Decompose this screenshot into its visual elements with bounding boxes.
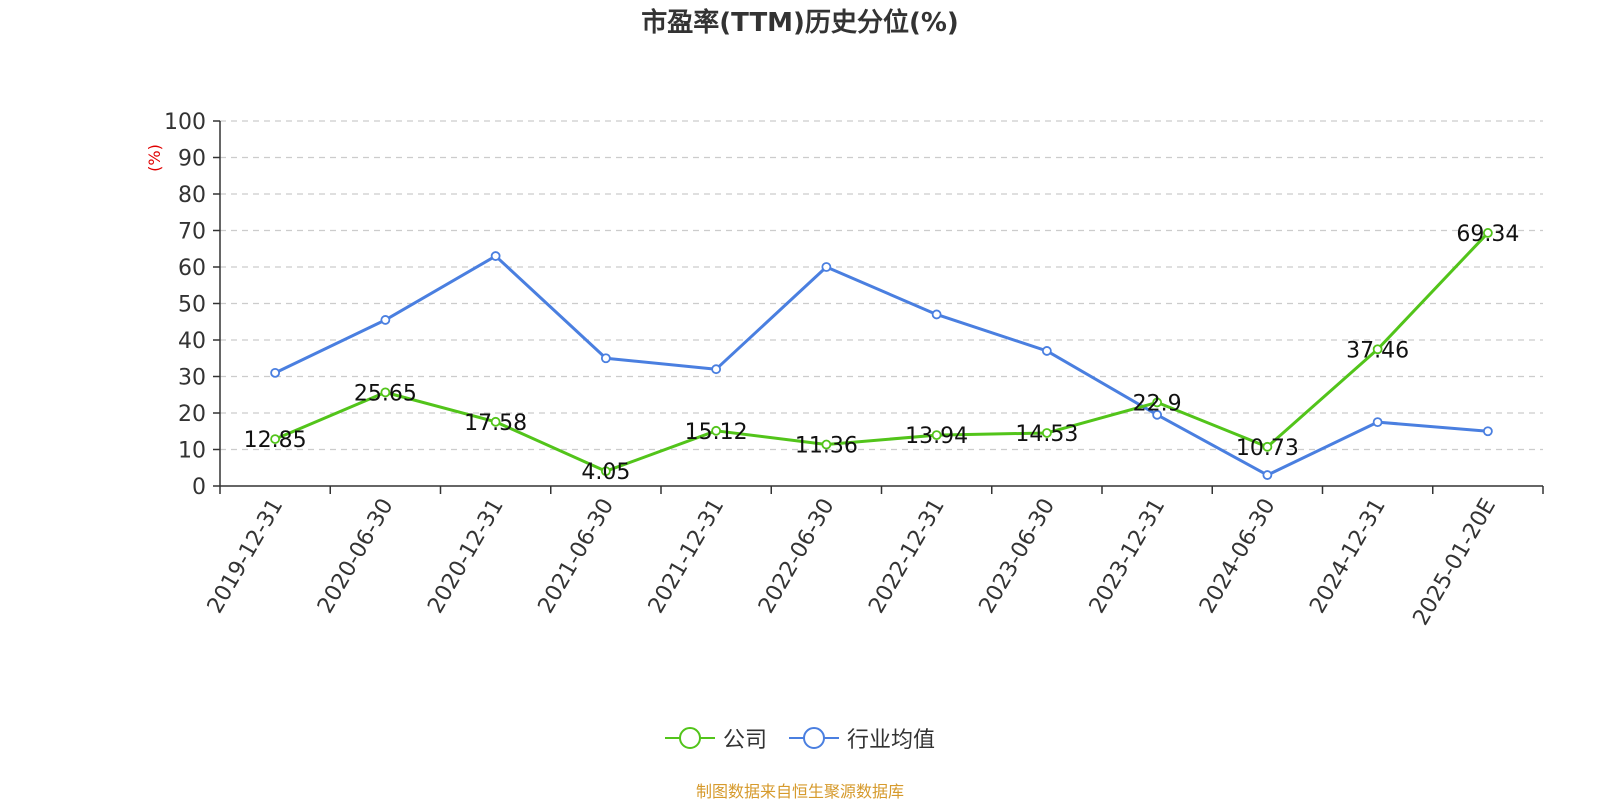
data-point — [490, 251, 501, 261]
x-tick-label: 2023-06-30 — [974, 495, 1060, 618]
data-point — [490, 416, 501, 427]
data-point — [931, 430, 942, 441]
source-note: 制图数据来自恒生聚源数据库 — [695, 782, 904, 801]
series-line-0 — [274, 231, 1489, 473]
data-point — [1152, 397, 1163, 408]
data-point — [1372, 417, 1383, 428]
data-point — [600, 353, 611, 364]
data-point — [270, 434, 281, 444]
data-point — [600, 466, 611, 477]
y-tick-label: 10 — [178, 439, 206, 464]
x-tick-label: 2022-06-30 — [754, 495, 840, 618]
legend-item-industry[interactable]: 行业均值 — [789, 722, 935, 754]
series-line-1 — [274, 254, 1488, 477]
data-point — [821, 439, 832, 450]
data-label: 17.58 — [464, 411, 527, 436]
y-tick-label: 20 — [178, 402, 206, 427]
data-point — [270, 367, 281, 378]
chart-title: 市盈率(TTM)历史分位(%) — [641, 8, 959, 38]
legend-label-company: 公司 — [722, 728, 767, 753]
y-tick-label: 0 — [192, 475, 206, 500]
data-point — [1041, 428, 1052, 438]
legend-item-company[interactable]: 公司 — [664, 722, 767, 754]
x-tick-label: 2023-12-31 — [1085, 495, 1171, 618]
data-label: 12.85 — [244, 428, 307, 453]
data-label: 4.05 — [581, 460, 630, 485]
data-point — [711, 425, 722, 436]
data-point — [821, 262, 832, 272]
series-points — [270, 228, 1493, 480]
legend-marker-industry — [789, 727, 839, 749]
y-tick-label: 90 — [178, 147, 206, 172]
data-point — [711, 364, 722, 375]
data-label: 10.73 — [1236, 436, 1299, 461]
data-point — [1152, 409, 1163, 420]
data-labels: 12.85 25.65 17.58 4.05 15.12 11.36 13.94 14.53 2… — [244, 222, 1520, 485]
data-point — [1262, 441, 1273, 452]
x-tick-label: 2024-12-31 — [1305, 495, 1391, 618]
x-tick-label: 2025-01-20E — [1409, 495, 1502, 630]
data-label: 25.65 — [354, 381, 417, 406]
y-tick-label: 50 — [178, 293, 206, 318]
y-tick-label: 70 — [178, 220, 206, 245]
y-tick-label: 40 — [178, 329, 206, 354]
grid-lines — [220, 120, 1543, 451]
data-label: 37.46 — [1346, 338, 1409, 363]
data-point — [1482, 228, 1493, 238]
y-axis-label: (%) — [145, 144, 164, 172]
x-tick-label: 2020-06-30 — [313, 495, 399, 618]
x-tick-label: 2019-12-31 — [203, 495, 289, 618]
y-tick-label: 60 — [178, 256, 206, 281]
data-point — [1372, 344, 1383, 355]
x-tick-label: 2021-12-31 — [644, 495, 730, 618]
data-label: 11.36 — [795, 434, 858, 459]
y-axis-ticks: 0 10 20 30 40 50 60 70 80 90 100 — [164, 110, 220, 500]
data-label: 69.34 — [1456, 222, 1519, 247]
data-point — [1262, 470, 1273, 480]
legend: 公司 行业均值 — [0, 722, 1600, 754]
x-tick-label: 2020-12-31 — [423, 495, 509, 618]
legend-marker-company — [664, 727, 715, 749]
data-label: 13.94 — [905, 424, 968, 449]
data-point — [380, 387, 391, 398]
x-axis-ticks: 2019-12-31 2020-06-30 2020-12-31 2021-06-30… — [203, 486, 1544, 630]
data-point — [931, 309, 942, 320]
data-point — [380, 315, 391, 325]
y-tick-label: 80 — [178, 183, 206, 208]
legend-label-industry: 行业均值 — [847, 728, 936, 753]
x-tick-label: 2022-12-31 — [864, 495, 950, 618]
data-label: 15.12 — [685, 420, 748, 445]
x-tick-label: 2021-06-30 — [533, 495, 619, 618]
data-label: 14.53 — [1015, 422, 1078, 447]
series-lines — [274, 231, 1489, 477]
data-point — [1041, 346, 1052, 356]
y-tick-label: 30 — [178, 366, 206, 391]
data-label: 22.9 — [1133, 391, 1182, 416]
y-tick-label: 100 — [164, 110, 206, 135]
data-point — [1482, 426, 1493, 437]
x-tick-label: 2024-06-30 — [1195, 495, 1281, 618]
